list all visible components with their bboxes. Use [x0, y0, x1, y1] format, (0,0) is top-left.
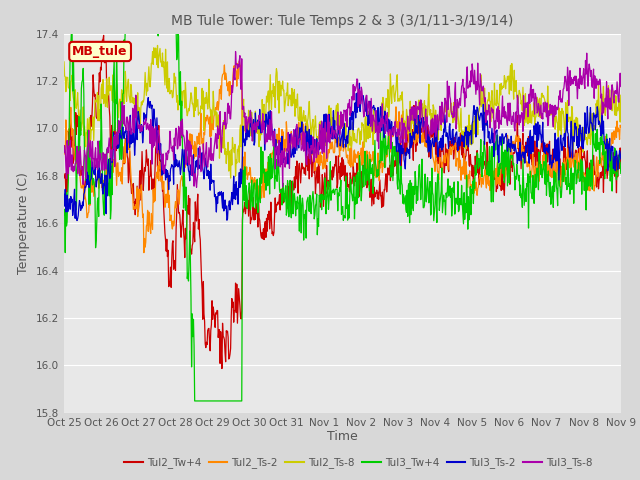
Tul3_Ts-2 [542, 145, 550, 151]
Tul3_Ts-2 [458, 132, 465, 138]
Tul3_Ts-2 [60, 192, 68, 197]
Tul3_Ts-8 [205, 151, 213, 156]
Tul2_Ts-8 [617, 92, 625, 98]
Tul2_Ts-8 [458, 137, 465, 143]
Tul3_Tw+4 [458, 182, 465, 188]
Tul2_Ts-2 [481, 172, 488, 178]
Tul2_Ts-8 [205, 104, 213, 109]
Tul2_Tw+4 [218, 366, 226, 372]
Tul3_Tw+4 [206, 398, 214, 404]
Line: Tul3_Tw+4: Tul3_Tw+4 [64, 29, 621, 401]
Tul3_Tw+4 [122, 26, 129, 32]
Tul2_Ts-8 [60, 59, 68, 65]
Tul3_Ts-2 [122, 130, 129, 135]
Tul2_Ts-2 [300, 121, 307, 127]
Line: Tul3_Ts-2: Tul3_Ts-2 [64, 83, 621, 220]
Tul3_Ts-2 [481, 142, 488, 147]
Tul2_Tw+4 [300, 164, 307, 170]
Title: MB Tule Tower: Tule Temps 2 & 3 (3/1/11-3/19/14): MB Tule Tower: Tule Temps 2 & 3 (3/1/11-… [172, 14, 513, 28]
Tul2_Ts-8 [542, 109, 550, 115]
Tul2_Tw+4 [100, 33, 108, 38]
Tul2_Ts-2 [121, 141, 129, 146]
Tul2_Ts-8 [121, 94, 129, 99]
Tul2_Ts-8 [227, 175, 234, 181]
Tul3_Ts-2 [73, 217, 81, 223]
Tul3_Ts-2 [205, 168, 213, 174]
Tul2_Tw+4 [542, 142, 550, 148]
Tul2_Ts-8 [481, 85, 488, 91]
Tul2_Ts-8 [154, 43, 161, 48]
Tul2_Ts-2 [205, 114, 213, 120]
Tul3_Ts-8 [232, 48, 239, 54]
Tul2_Ts-2 [60, 147, 68, 153]
Tul3_Tw+4 [121, 43, 129, 49]
Tul3_Tw+4 [60, 212, 68, 218]
X-axis label: Time: Time [327, 431, 358, 444]
Legend: Tul2_Tw+4, Tul2_Ts-2, Tul2_Ts-8, Tul3_Tw+4, Tul3_Ts-2, Tul3_Ts-8: Tul2_Tw+4, Tul2_Ts-2, Tul2_Ts-8, Tul3_Tw… [120, 453, 597, 472]
Line: Tul2_Ts-2: Tul2_Ts-2 [64, 61, 621, 252]
Tul2_Tw+4 [60, 173, 68, 179]
Text: MB_tule: MB_tule [72, 45, 128, 58]
Tul3_Ts-2 [356, 80, 364, 86]
Tul3_Ts-8 [458, 84, 465, 89]
Tul3_Ts-2 [617, 156, 625, 162]
Tul3_Ts-8 [617, 84, 625, 89]
Tul2_Tw+4 [205, 339, 213, 345]
Tul2_Ts-2 [542, 155, 550, 161]
Tul3_Tw+4 [300, 203, 307, 208]
Line: Tul3_Ts-8: Tul3_Ts-8 [64, 51, 621, 187]
Tul3_Tw+4 [191, 398, 198, 404]
Tul3_Ts-8 [300, 129, 307, 134]
Tul2_Tw+4 [481, 158, 488, 164]
Tul2_Tw+4 [458, 152, 465, 158]
Tul2_Ts-2 [140, 250, 148, 255]
Tul2_Ts-2 [458, 165, 465, 171]
Tul2_Ts-2 [617, 124, 625, 130]
Tul3_Tw+4 [542, 152, 550, 158]
Tul3_Tw+4 [617, 170, 625, 176]
Tul3_Ts-8 [481, 99, 488, 105]
Line: Tul2_Ts-8: Tul2_Ts-8 [64, 46, 621, 178]
Tul2_Tw+4 [617, 161, 625, 167]
Tul3_Ts-8 [542, 106, 550, 111]
Tul3_Tw+4 [481, 144, 488, 150]
Y-axis label: Temperature (C): Temperature (C) [17, 172, 30, 274]
Tul2_Ts-8 [300, 113, 307, 119]
Tul3_Ts-8 [121, 122, 129, 128]
Tul3_Ts-8 [193, 184, 200, 190]
Tul3_Ts-8 [60, 150, 68, 156]
Tul2_Tw+4 [122, 136, 129, 142]
Tul2_Ts-2 [236, 58, 243, 64]
Tul3_Ts-2 [299, 132, 307, 138]
Line: Tul2_Tw+4: Tul2_Tw+4 [64, 36, 621, 369]
